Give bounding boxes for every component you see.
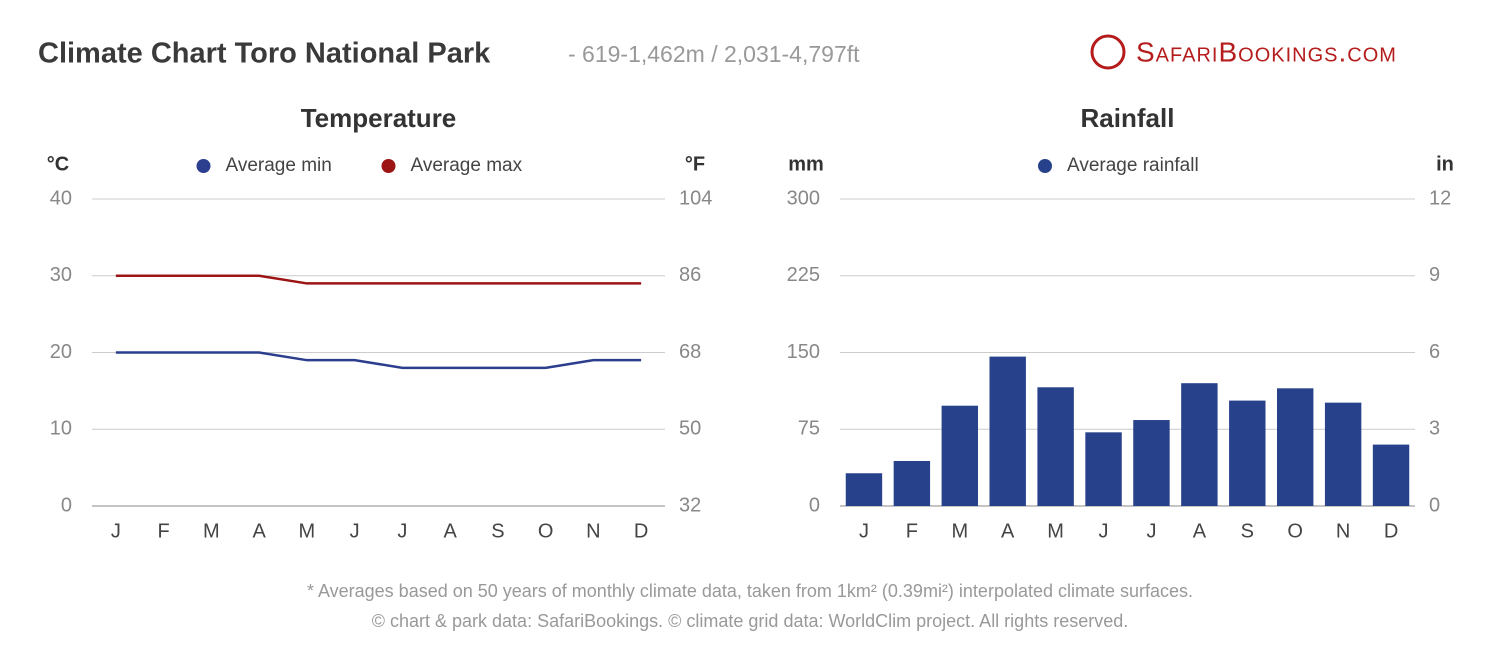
y2-tick-label: 0 [1429, 494, 1440, 516]
y-tick-label: 0 [61, 494, 72, 516]
chart-title: Rainfall [1081, 103, 1175, 133]
bar [1324, 402, 1362, 506]
y2-tick-label: 104 [679, 187, 712, 209]
x-tick-label: S [491, 520, 504, 542]
subtitle: - 619-1,462m / 2,031-4,797ft [568, 41, 860, 67]
y2-axis-unit: in [1436, 153, 1454, 175]
y2-tick-label: 68 [679, 341, 701, 363]
x-tick-label: A [1001, 520, 1015, 542]
x-tick-label: O [538, 520, 554, 542]
x-tick-label: N [1336, 520, 1350, 542]
y-tick-label: 0 [809, 494, 820, 516]
x-tick-label: M [1047, 520, 1064, 542]
y2-tick-label: 6 [1429, 341, 1440, 363]
x-tick-label: J [397, 520, 407, 542]
legend-marker [1038, 159, 1052, 173]
legend-marker [196, 159, 211, 173]
line [115, 351, 642, 370]
bar [941, 405, 978, 506]
x-tick-label: O [1287, 520, 1303, 542]
y2-tick-label: 9 [1429, 264, 1440, 286]
logo: SafariBookings.com [1090, 34, 1397, 70]
x-tick-label: J [1099, 520, 1109, 542]
line [115, 274, 642, 285]
y2-tick-label: 50 [679, 418, 701, 440]
bar [1372, 444, 1410, 506]
bar [1229, 400, 1266, 506]
x-tick-label: M [299, 520, 316, 542]
y2-tick-label: 32 [679, 494, 701, 516]
page-title: Climate Chart Toro National Park [38, 38, 491, 70]
bar [845, 473, 883, 506]
chart: Temperature °C °F 0 10 20 30 40 32 50 68 86 104 J F M A M… [47, 103, 713, 542]
x-tick-label: N [586, 520, 600, 542]
y-axis-unit: °C [47, 153, 69, 175]
x-tick-label: J [111, 520, 121, 542]
y-tick-label: 300 [787, 187, 820, 209]
x-tick-label: M [951, 520, 968, 542]
chart: Rainfall mm in 0 75 150 225 300 0 3 6 9 12 J F M A M J J A S O… [787, 103, 1454, 542]
x-tick-label: S [1241, 520, 1254, 542]
copyright: © chart & park data: SafariBookings. © c… [372, 611, 1129, 631]
bar [1277, 388, 1314, 506]
bar [1037, 387, 1074, 506]
legend-label: Average max [411, 155, 523, 176]
footnote: * Averages based on 50 years of monthly … [307, 581, 1193, 601]
y-tick-label: 225 [787, 264, 820, 286]
x-tick-label: J [859, 520, 869, 542]
legend-marker [381, 159, 396, 173]
x-tick-label: F [158, 520, 170, 542]
bar [1133, 420, 1170, 506]
y-tick-label: 150 [787, 341, 820, 363]
x-tick-label: M [203, 520, 220, 542]
bar [989, 356, 1026, 506]
y2-tick-label: 3 [1429, 418, 1440, 440]
bar [893, 460, 931, 506]
y-tick-label: 40 [50, 187, 72, 209]
y2-tick-label: 12 [1429, 187, 1451, 209]
logo-icon [1090, 34, 1126, 70]
y2-axis-unit: °F [685, 153, 705, 175]
bar [1181, 383, 1218, 506]
x-tick-label: D [634, 520, 648, 542]
y-axis-unit: mm [788, 153, 824, 175]
x-tick-label: F [906, 520, 918, 542]
logo-text: SafariBookings.com [1136, 36, 1397, 67]
y-tick-label: 10 [50, 418, 72, 440]
x-tick-label: J [350, 520, 360, 542]
x-tick-label: D [1384, 520, 1398, 542]
legend-label: Average min [226, 155, 332, 176]
x-tick-label: A [252, 520, 266, 542]
x-tick-label: A [1193, 520, 1207, 542]
y-tick-label: 20 [50, 341, 72, 363]
bar [1085, 432, 1122, 506]
legend-label: Average rainfall [1067, 155, 1199, 176]
y2-tick-label: 86 [679, 264, 701, 286]
chart-title: Temperature [301, 103, 457, 133]
y-tick-label: 30 [50, 264, 72, 286]
x-tick-label: J [1146, 520, 1156, 542]
y-tick-label: 75 [798, 418, 820, 440]
x-tick-label: A [443, 520, 457, 542]
